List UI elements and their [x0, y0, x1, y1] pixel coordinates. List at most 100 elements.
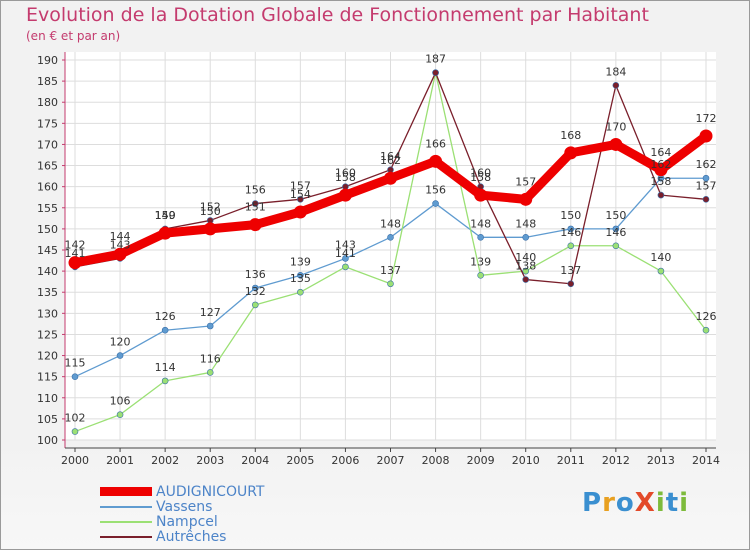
- data-label-3: 137: [560, 264, 581, 277]
- series-point-3: [702, 196, 710, 203]
- data-label-3: 160: [470, 167, 491, 180]
- series-point-1: [522, 234, 530, 241]
- data-label-0: 166: [425, 137, 446, 150]
- y-tick-label: 110: [37, 392, 58, 405]
- logo-letter: r: [602, 488, 616, 518]
- series-point-0: [248, 218, 262, 232]
- data-label-0: 162: [380, 154, 401, 167]
- data-label-1: 150: [605, 209, 626, 222]
- series-point-2: [342, 263, 349, 271]
- y-tick-label: 120: [37, 350, 58, 363]
- data-label-0: 158: [335, 171, 356, 184]
- chart-subtitle: (en € et par an): [26, 29, 121, 43]
- x-tick-label: 2001: [106, 454, 134, 467]
- data-label-0: 150: [200, 205, 221, 218]
- y-tick-label: 175: [37, 117, 58, 130]
- series-point-2: [522, 267, 530, 275]
- y-tick-label: 165: [37, 160, 58, 173]
- data-label-3: 164: [380, 150, 401, 163]
- x-tick-label: 2007: [377, 454, 405, 467]
- data-label-2: 137: [380, 264, 401, 277]
- x-tick-label: 2012: [602, 454, 630, 467]
- data-label-0: 157: [515, 175, 536, 188]
- series-point-2: [567, 242, 575, 250]
- y-tick-label: 115: [37, 371, 58, 384]
- y-tick-label: 170: [37, 138, 58, 151]
- logo-letter: P: [582, 488, 603, 518]
- data-label-1: 139: [290, 255, 311, 268]
- series-point-0: [338, 188, 352, 202]
- y-tick-label: 155: [37, 202, 58, 215]
- y-tick-label: 130: [37, 307, 58, 320]
- series-point-3: [522, 276, 530, 283]
- data-label-2: 146: [560, 226, 581, 239]
- y-tick-label: 100: [37, 434, 58, 447]
- data-label-1: 143: [335, 238, 356, 251]
- data-label-2: 126: [696, 310, 717, 323]
- series-point-1: [477, 234, 484, 241]
- data-label-0: 144: [110, 230, 131, 243]
- series-point-1: [432, 200, 439, 207]
- data-label-3: 138: [515, 260, 536, 273]
- data-label-3: 150: [155, 209, 176, 222]
- series-point-0: [654, 163, 668, 177]
- series-point-2: [251, 301, 259, 309]
- series-point-2: [116, 411, 124, 418]
- series-point-2: [161, 377, 169, 385]
- y-tick-label: 190: [37, 54, 58, 67]
- series-point-3: [612, 82, 620, 89]
- x-tick-label: 2003: [196, 454, 224, 467]
- data-label-1: 148: [515, 217, 536, 230]
- series-point-2: [387, 280, 394, 288]
- data-label-2: 140: [515, 251, 536, 264]
- series-point-3: [297, 196, 304, 203]
- series-point-0: [519, 192, 533, 206]
- y-tick-label: 150: [37, 223, 58, 236]
- logo-letter: X: [634, 488, 656, 518]
- series-point-2: [71, 428, 79, 435]
- data-label-2: 141: [335, 247, 356, 260]
- data-label-0: 151: [245, 201, 266, 214]
- y-tick-label: 160: [37, 181, 58, 194]
- legend-label-nampcel: Nampcel: [156, 513, 218, 530]
- series-point-0: [609, 137, 623, 151]
- data-label-1: 115: [65, 357, 86, 370]
- data-label-2: 106: [110, 395, 131, 408]
- data-label-0: 154: [290, 188, 311, 201]
- series-point-1: [387, 234, 394, 241]
- data-label-0: 142: [65, 239, 86, 252]
- data-label-3: 187: [425, 53, 446, 66]
- series-point-3: [432, 69, 439, 76]
- series-point-1: [116, 352, 124, 359]
- legend-label-autreches: Autrêches: [156, 528, 227, 545]
- series-point-1: [297, 272, 304, 279]
- data-label-3: 184: [605, 65, 626, 78]
- x-tick-label: 2000: [61, 454, 89, 467]
- x-tick-label: 2010: [512, 454, 540, 467]
- data-label-1: 162: [650, 158, 671, 171]
- x-tick-label: 2011: [557, 454, 585, 467]
- data-label-3: 158: [650, 175, 671, 188]
- series-point-1: [161, 326, 169, 334]
- legend-swatch-audignicourt: [100, 487, 152, 496]
- series-point-2: [206, 369, 214, 376]
- series-point-1: [251, 284, 259, 292]
- series-point-2: [657, 267, 665, 275]
- proxiti-logo: ProXiti: [582, 488, 689, 518]
- data-label-1: 127: [200, 306, 221, 319]
- data-label-2: 135: [290, 272, 311, 285]
- y-tick-label: 105: [37, 413, 58, 426]
- legend-item-nampcel: Nampcel: [100, 513, 265, 530]
- data-label-2: 140: [650, 251, 671, 264]
- data-label-1: 126: [155, 310, 176, 323]
- data-label-1: 150: [560, 209, 581, 222]
- legend-swatch-nampcel: [100, 520, 152, 523]
- series-point-0: [203, 222, 217, 236]
- series-point-3: [251, 200, 259, 207]
- data-label-0: 149: [155, 209, 176, 222]
- series-point-2: [297, 288, 304, 296]
- data-label-3: 157: [696, 179, 717, 192]
- data-label-2: 114: [155, 361, 176, 374]
- x-tick-label: 2013: [647, 454, 675, 467]
- data-label-1: 148: [380, 217, 401, 230]
